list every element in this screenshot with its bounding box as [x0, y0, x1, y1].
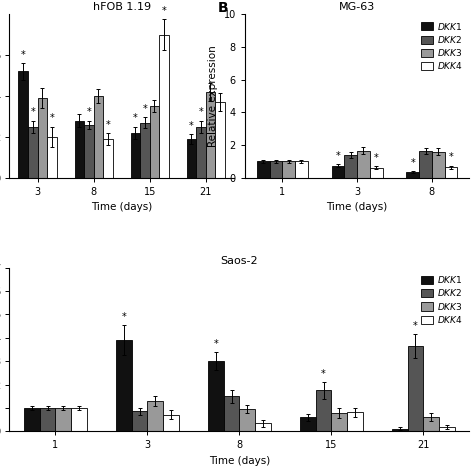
Bar: [18, 72, 28, 178]
Text: *: *: [410, 158, 415, 168]
Bar: [215, 102, 225, 178]
Bar: [84, 125, 93, 178]
Text: *: *: [214, 339, 219, 349]
Bar: [40, 408, 55, 431]
Bar: [93, 96, 103, 178]
Bar: [150, 106, 159, 178]
Bar: [419, 151, 432, 178]
Bar: [132, 411, 147, 431]
Text: *: *: [133, 113, 138, 123]
Bar: [345, 155, 357, 178]
Bar: [206, 92, 215, 178]
Bar: [74, 120, 84, 178]
Text: *: *: [413, 321, 418, 331]
Text: *: *: [321, 369, 326, 379]
Text: *: *: [122, 312, 127, 322]
Title: Saos-2: Saos-2: [220, 255, 258, 265]
Bar: [131, 133, 140, 178]
Bar: [103, 139, 113, 178]
Text: *: *: [162, 6, 166, 16]
Bar: [407, 172, 419, 178]
Bar: [147, 401, 163, 431]
Title: hFOB 1.19: hFOB 1.19: [92, 2, 151, 12]
Text: *: *: [106, 119, 110, 129]
Text: *: *: [448, 152, 453, 162]
Bar: [316, 391, 331, 431]
Bar: [71, 408, 87, 431]
Bar: [331, 413, 347, 431]
X-axis label: Time (days): Time (days): [327, 202, 388, 212]
Bar: [300, 417, 316, 431]
Text: B: B: [218, 1, 228, 15]
Bar: [37, 98, 47, 178]
Bar: [408, 346, 423, 431]
Bar: [392, 428, 408, 431]
Bar: [270, 162, 283, 178]
Bar: [332, 165, 345, 178]
Text: *: *: [374, 153, 379, 163]
Bar: [55, 408, 71, 431]
Legend: $DKK1$, $DKK2$, $DKK3$, $DKK4$: $DKK1$, $DKK2$, $DKK3$, $DKK4$: [419, 272, 465, 327]
Y-axis label: Relative expression: Relative expression: [208, 45, 218, 147]
Bar: [163, 415, 179, 431]
Bar: [295, 162, 308, 178]
Bar: [140, 123, 150, 178]
Bar: [159, 35, 169, 178]
Bar: [439, 427, 455, 431]
Title: MG-63: MG-63: [339, 2, 375, 12]
X-axis label: Time (days): Time (days): [91, 202, 152, 212]
Text: *: *: [336, 151, 340, 161]
Text: *: *: [49, 113, 54, 123]
Bar: [432, 152, 445, 178]
Bar: [257, 162, 270, 178]
Bar: [116, 340, 132, 431]
Legend: $DKK1$, $DKK2$, $DKK3$, $DKK4$: $DKK1$, $DKK2$, $DKK3$, $DKK4$: [419, 19, 465, 73]
Text: *: *: [86, 107, 91, 117]
Bar: [28, 127, 37, 178]
Bar: [187, 139, 196, 178]
Text: *: *: [199, 107, 203, 117]
X-axis label: Time (days): Time (days): [209, 456, 270, 466]
Text: *: *: [30, 107, 35, 117]
Bar: [370, 168, 383, 178]
Bar: [47, 137, 56, 178]
Bar: [283, 162, 295, 178]
Text: *: *: [21, 50, 26, 60]
Bar: [224, 396, 239, 431]
Bar: [255, 423, 271, 431]
Bar: [196, 127, 206, 178]
Bar: [445, 167, 457, 178]
Bar: [347, 412, 363, 431]
Bar: [208, 361, 224, 431]
Text: *: *: [189, 120, 194, 130]
Bar: [357, 151, 370, 178]
Text: *: *: [143, 104, 147, 114]
Bar: [24, 408, 40, 431]
Bar: [423, 417, 439, 431]
Bar: [239, 409, 255, 431]
